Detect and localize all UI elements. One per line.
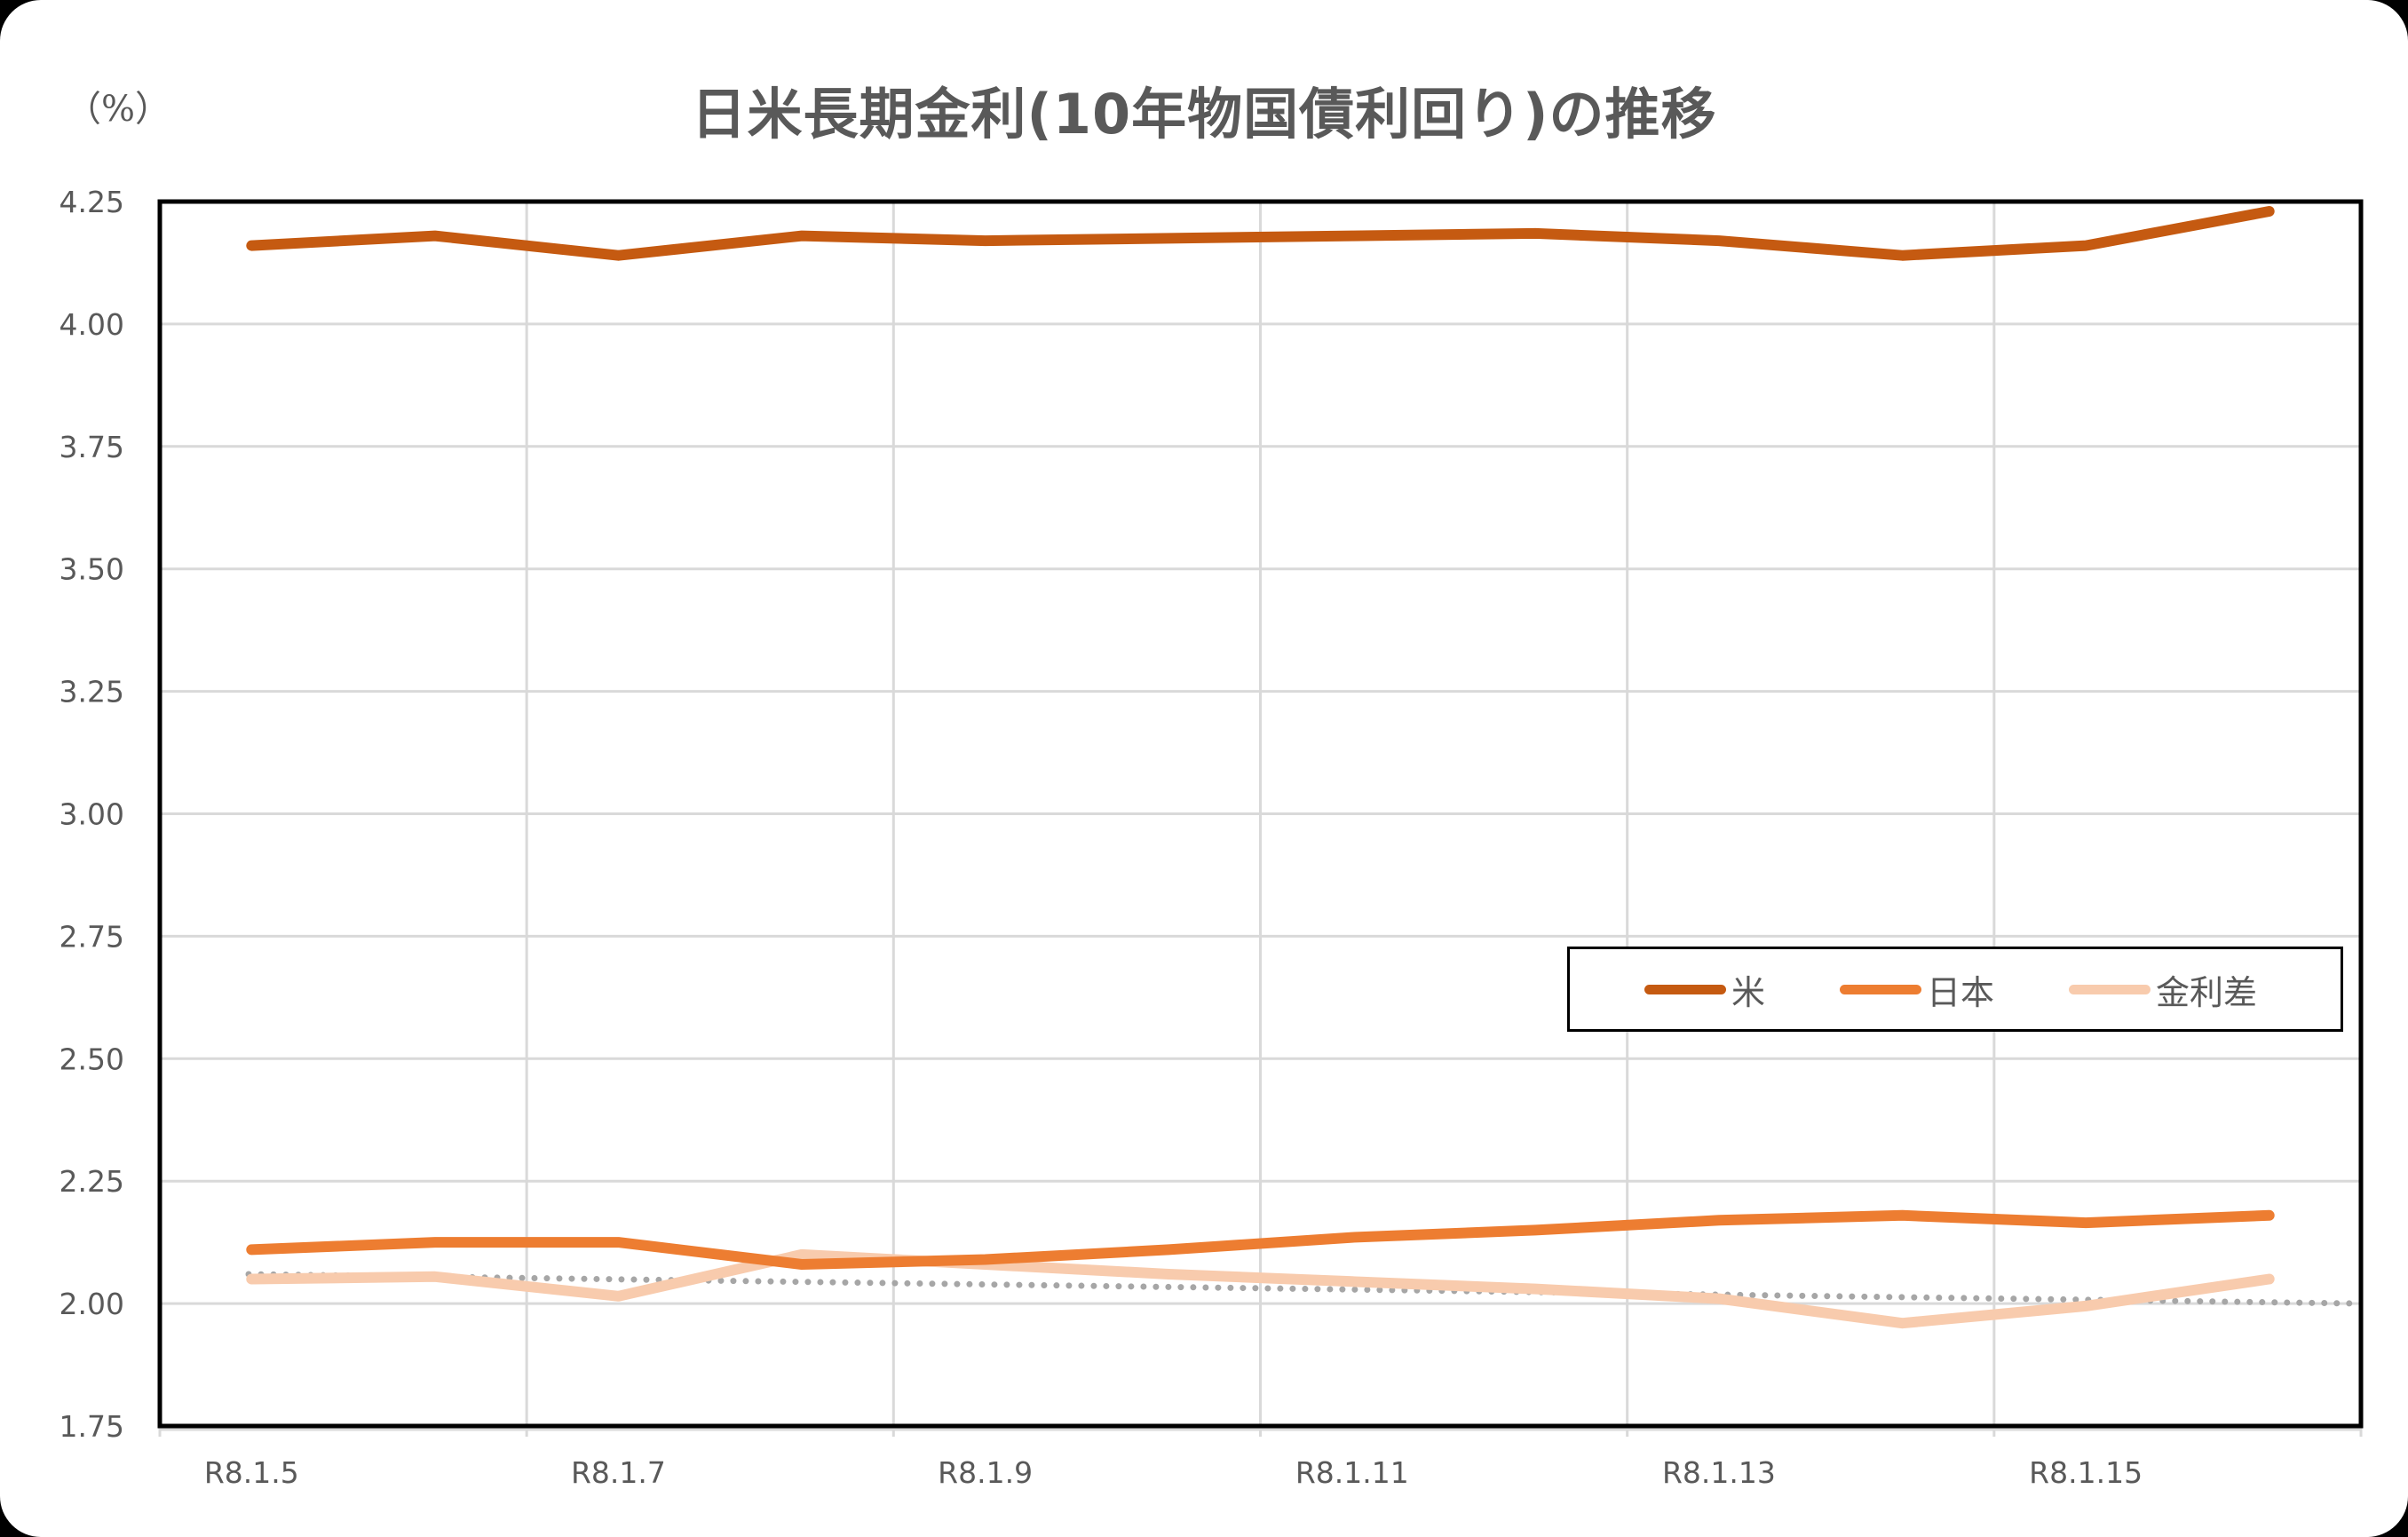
legend-item: 金利差	[2069, 965, 2257, 1014]
chart-legend: 米 日本 金利差	[1567, 947, 2343, 1032]
chart-title: 日米長期金利(10年物国債利回り)の推移	[691, 82, 1717, 147]
y-tick-label: 1.75	[59, 1409, 124, 1444]
y-tick-label: 3.00	[59, 797, 124, 832]
y-tick-label: 2.25	[59, 1164, 124, 1199]
x-tick-label: R8.1.7	[571, 1455, 666, 1490]
legend-line-swatch-icon	[1644, 984, 1726, 994]
y-tick-label: 3.75	[59, 430, 124, 464]
legend-line-swatch-icon	[2069, 984, 2151, 994]
legend-label: 金利差	[2156, 972, 2258, 1012]
legend-line-swatch-icon	[1840, 984, 1922, 994]
legend-item: 米	[1644, 965, 1765, 1014]
y-axis-unit-label: （%）	[66, 89, 171, 130]
x-tick-label: R8.1.15	[2029, 1455, 2143, 1490]
spread-trendline	[245, 1271, 2364, 1307]
y-tick-label: 2.00	[59, 1287, 124, 1321]
legend-label: 日本	[1927, 972, 1995, 1012]
y-tick-label: 3.25	[59, 675, 124, 709]
y-tick-label: 2.50	[59, 1042, 124, 1076]
y-tick-label: 4.00	[59, 307, 124, 342]
series-line-2	[246, 1248, 2275, 1329]
x-tick-label: R8.1.9	[938, 1455, 1033, 1490]
x-tick-label: R8.1.5	[204, 1455, 299, 1490]
y-tick-label: 2.75	[59, 919, 124, 954]
series-line-1	[246, 1209, 2275, 1270]
legend-label: 米	[1731, 972, 1766, 1012]
plot-border	[157, 199, 2364, 1429]
series-line-0	[246, 206, 2275, 261]
y-tick-label: 3.50	[59, 552, 124, 587]
x-tick-label: R8.1.13	[1662, 1455, 1776, 1490]
x-tick-label: R8.1.11	[1295, 1455, 1409, 1490]
y-tick-label: 4.25	[59, 185, 124, 219]
legend-item: 日本	[1840, 965, 1994, 1014]
